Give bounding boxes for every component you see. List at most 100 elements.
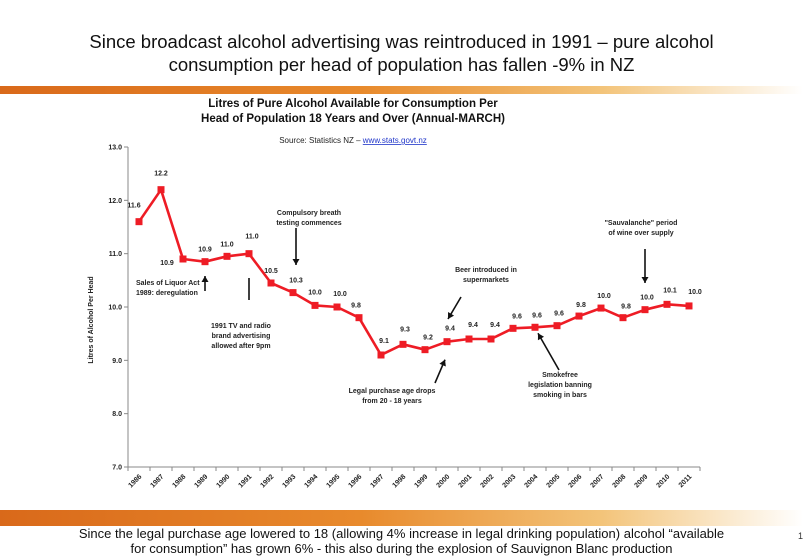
data-point xyxy=(179,255,187,263)
bottom-accent-band xyxy=(0,510,803,526)
footer-line2: for consumption” has grown 6% - this als… xyxy=(130,541,673,556)
x-tick-label: 1993 xyxy=(281,473,297,489)
y-tick-label: 11.0 xyxy=(109,251,122,258)
data-label: 9.4 xyxy=(490,322,500,329)
annotation-text: "Sauvalanche" period xyxy=(605,220,678,227)
x-tick-label: 2005 xyxy=(545,473,561,489)
data-label: 9.6 xyxy=(554,311,564,318)
data-label: 9.4 xyxy=(445,326,455,333)
x-tick-label: 2007 xyxy=(589,473,605,489)
annotation-text: allowed after 9pm xyxy=(211,343,270,350)
data-point xyxy=(509,324,517,332)
footer-note: Since the legal purchase age lowered to … xyxy=(0,526,803,556)
annotation-text: Sales of Liquor Act xyxy=(136,280,200,287)
data-point xyxy=(619,314,627,322)
annotation-text: supermarkets xyxy=(463,277,509,284)
x-tick-label: 1987 xyxy=(149,473,165,489)
annotation-text: legislation banning xyxy=(528,382,592,389)
data-point xyxy=(223,252,231,260)
data-label: 11.6 xyxy=(127,203,140,210)
data-point xyxy=(575,312,583,320)
data-labels: 11.6 12.2 10.9 10.9 11.0 11.0 10.5 10.3 10.0 10.0… xyxy=(127,171,702,345)
x-tick-label: 1986 xyxy=(127,473,143,489)
data-point xyxy=(267,279,275,287)
x-tick-label: 2008 xyxy=(611,473,627,489)
data-point xyxy=(157,186,165,194)
annotation-text: 1989: deregulation xyxy=(136,290,198,297)
data-label: 9.3 xyxy=(400,326,410,333)
arrow-purchase-age-head xyxy=(439,359,446,367)
x-tick-label: 2001 xyxy=(457,473,473,489)
annotation-text: brand advertising xyxy=(212,333,271,340)
data-point xyxy=(201,258,209,266)
chart-source-prefix: Source: Statistics NZ – xyxy=(279,136,363,145)
data-label: 9.4 xyxy=(468,322,478,329)
data-point xyxy=(597,304,605,312)
data-label: 10.0 xyxy=(597,293,611,300)
data-point xyxy=(421,346,429,354)
top-accent-band xyxy=(0,86,803,94)
chart-source-link[interactable]: www.stats.govt.nz xyxy=(362,136,427,145)
x-tick-label: 2010 xyxy=(655,473,671,489)
annotation-purchase-age: Legal purchase age drops from 20 - 18 yea… xyxy=(349,388,436,405)
annotation-text: 1991 TV and radio xyxy=(211,323,271,330)
data-point xyxy=(531,323,539,331)
y-axis-label: Litres of Alcohol Per Head xyxy=(88,276,95,363)
x-tick-label: 1992 xyxy=(259,473,275,489)
x-tick-label: 2003 xyxy=(501,473,517,489)
data-point xyxy=(443,338,451,346)
data-point xyxy=(487,335,495,343)
arrow-sauvalanche-head xyxy=(641,277,649,283)
data-point xyxy=(465,335,473,343)
data-label: 9.8 xyxy=(576,302,586,309)
x-tick-label: 2011 xyxy=(678,473,694,489)
slide-title-line2: consumption per head of population has f… xyxy=(168,54,635,75)
x-tick-label: 2006 xyxy=(567,473,583,489)
slide-title: Since broadcast alcohol advertising was … xyxy=(0,30,803,76)
x-axis: 1986 1987 1988 1989 1990 1991 1992 1993 1994 1995… xyxy=(127,466,701,489)
x-tick-label: 2004 xyxy=(523,473,539,489)
arrow-beer-supermarkets-head xyxy=(448,312,455,319)
data-label: 11.0 xyxy=(220,241,233,248)
data-point xyxy=(399,340,407,348)
y-axis: 7.0 8.0 9.0 10.0 11.0 12.0 13.0 xyxy=(108,145,129,472)
series-line xyxy=(137,188,690,357)
annotation-smokefree: Smokefree legislation banning smoking in b… xyxy=(528,372,592,399)
data-point xyxy=(685,302,693,310)
x-tick-label: 1996 xyxy=(347,473,363,489)
series-points xyxy=(135,186,693,359)
data-point xyxy=(245,250,253,258)
data-label: 10.1 xyxy=(663,287,677,294)
annotation-liquor-act: Sales of Liquor Act 1989: deregulation xyxy=(136,280,200,297)
y-tick-label: 8.0 xyxy=(112,411,122,418)
x-tick-label: 1989 xyxy=(193,473,209,489)
data-label: 11.0 xyxy=(245,234,258,241)
data-point xyxy=(553,322,561,330)
series-line-path xyxy=(137,188,690,357)
slide-title-line1: Since broadcast alcohol advertising was … xyxy=(89,31,714,52)
annotation-text: smoking in bars xyxy=(533,392,587,399)
annotation-text: from 20 - 18 years xyxy=(362,398,422,405)
x-tick-label: 2000 xyxy=(435,473,451,489)
annotation-text: Smokefree xyxy=(542,372,578,379)
data-point xyxy=(641,306,649,314)
arrow-smokefree xyxy=(537,332,560,371)
data-label: 10.0 xyxy=(640,295,654,302)
annotation-text: Legal purchase age drops xyxy=(349,388,436,395)
data-label: 10.9 xyxy=(198,247,212,254)
arrow-breath-testing-head xyxy=(292,259,300,265)
annotations: Sales of Liquor Act 1989: deregulation 199… xyxy=(136,210,677,405)
footer-line1: Since the legal purchase age lowered to … xyxy=(78,526,725,541)
data-label: 12.2 xyxy=(154,171,168,178)
x-tick-label: 1999 xyxy=(413,473,429,489)
data-point xyxy=(663,300,671,308)
arrow-liquor-act-head xyxy=(201,276,209,282)
annotation-text: of wine over supply xyxy=(608,230,673,237)
data-point xyxy=(311,301,319,309)
annotation-breath-testing: Compulsory breath testing commences xyxy=(276,210,341,227)
annotation-sauvalanche: "Sauvalanche" period of wine over supply xyxy=(605,220,678,237)
data-label: 9.1 xyxy=(379,338,389,345)
x-tick-label: 2002 xyxy=(479,473,495,489)
data-label: 10.0 xyxy=(308,289,322,296)
data-label: 10.3 xyxy=(289,278,303,285)
